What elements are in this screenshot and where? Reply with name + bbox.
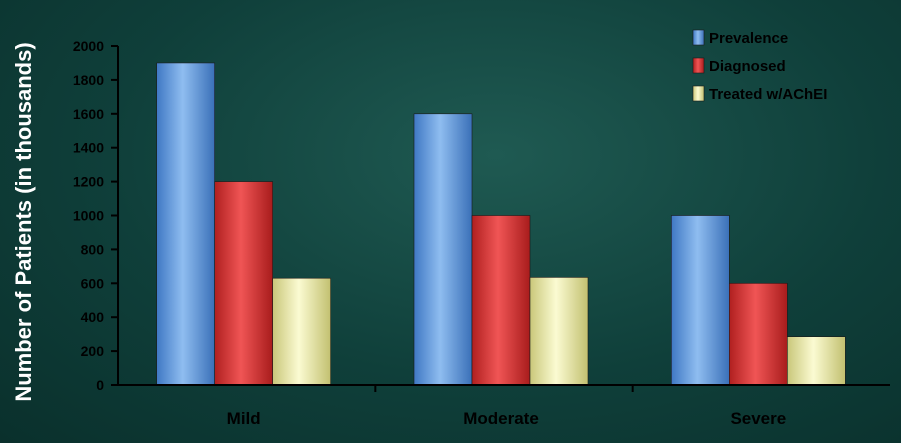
bar-prevalence-moderate [413, 113, 473, 386]
x-axis-labels: Mild Moderate Severe [227, 409, 787, 428]
axes [117, 46, 890, 392]
legend-label: Prevalence [709, 30, 788, 47]
bar-treated-w-achei-severe [787, 336, 846, 386]
bar-treated-w-achei-mild [272, 277, 331, 386]
bar-treated-w-achei-moderate [529, 277, 589, 386]
y-tick-label: 0 [96, 377, 104, 393]
y-axis-label: Number of Patients (in thousands) [11, 42, 36, 401]
y-axis-ticks: 0 200 400 600 800 1000 1200 1400 1600 1800 2000 [73, 38, 118, 393]
legend: Prevalence Diagnosed Treated w/AChEI [692, 29, 827, 103]
bar-prevalence-severe [671, 215, 730, 386]
bar-diagnosed-moderate [471, 215, 531, 386]
legend-swatch [692, 85, 705, 102]
y-tick-label: 1800 [73, 72, 104, 88]
y-tick-label: 1600 [73, 106, 104, 122]
y-tick-label: 800 [81, 241, 105, 257]
bars-group [156, 62, 846, 386]
y-tick-label: 600 [81, 275, 105, 291]
bar-prevalence-mild [156, 62, 215, 386]
legend-swatch [692, 57, 705, 74]
x-category-label: Moderate [463, 409, 539, 428]
legend-label: Treated w/AChEI [709, 86, 827, 103]
legend-swatch [692, 29, 705, 46]
y-tick-label: 2000 [73, 38, 104, 54]
y-tick-label: 400 [81, 309, 105, 325]
y-tick-label: 1000 [73, 208, 104, 224]
y-tick-label: 1200 [73, 174, 104, 190]
x-category-label: Mild [227, 409, 261, 428]
bar-diagnosed-severe [729, 282, 788, 386]
legend-label: Diagnosed [709, 58, 786, 75]
x-category-label: Severe [730, 409, 786, 428]
y-tick-label: 1400 [73, 140, 104, 156]
bar-diagnosed-mild [214, 181, 273, 386]
y-tick-label: 200 [81, 343, 105, 359]
